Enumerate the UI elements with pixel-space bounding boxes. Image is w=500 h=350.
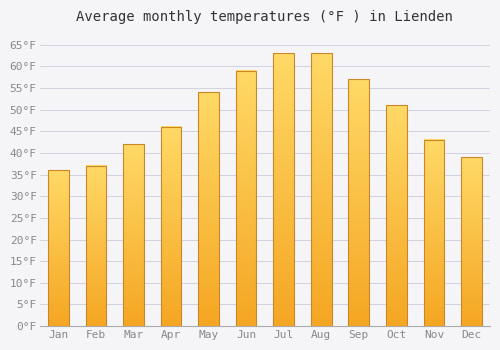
Bar	[274, 54, 294, 326]
Bar	[86, 166, 106, 326]
Bar	[424, 140, 444, 326]
Title: Average monthly temperatures (°F ) in Lienden: Average monthly temperatures (°F ) in Li…	[76, 10, 454, 24]
Bar	[348, 79, 369, 326]
Bar	[311, 54, 332, 326]
Bar	[48, 170, 68, 326]
Bar	[198, 92, 219, 326]
Bar	[236, 71, 256, 326]
Bar	[160, 127, 182, 326]
Bar	[461, 158, 482, 326]
Bar	[386, 105, 406, 326]
Bar	[123, 144, 144, 326]
